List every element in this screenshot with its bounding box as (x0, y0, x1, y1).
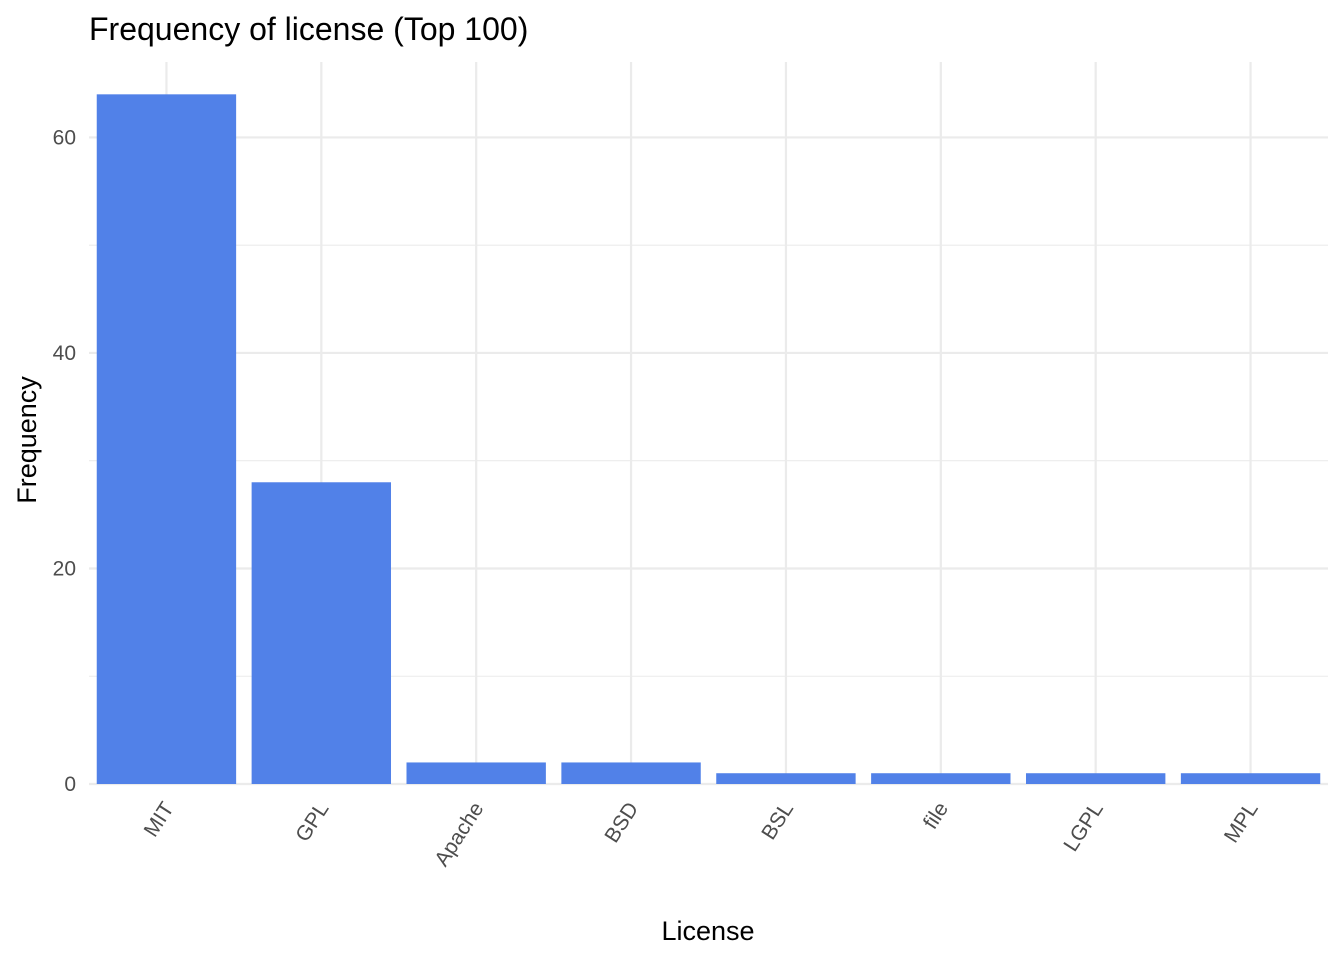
bar-lgpl (1025, 773, 1166, 784)
bar-gpl (251, 482, 392, 784)
bar-mit (96, 94, 237, 784)
bar-mpl (1180, 773, 1321, 784)
chart-title: Frequency of license (Top 100) (89, 11, 528, 47)
bar-file (871, 773, 1011, 784)
y-tick-label: 60 (53, 126, 76, 149)
y-tick-label: 0 (64, 773, 76, 796)
y-tick-label: 20 (53, 557, 76, 580)
y-axis-title: Frequency (12, 376, 42, 504)
y-axis-ticks: 0 20 40 60 (53, 126, 76, 796)
bars (96, 94, 1321, 784)
y-tick-label: 40 (53, 342, 76, 365)
bar-apache (406, 762, 546, 784)
x-axis-title: License (661, 916, 754, 946)
bar-bsl (716, 773, 856, 784)
bar-bsd (561, 762, 701, 784)
